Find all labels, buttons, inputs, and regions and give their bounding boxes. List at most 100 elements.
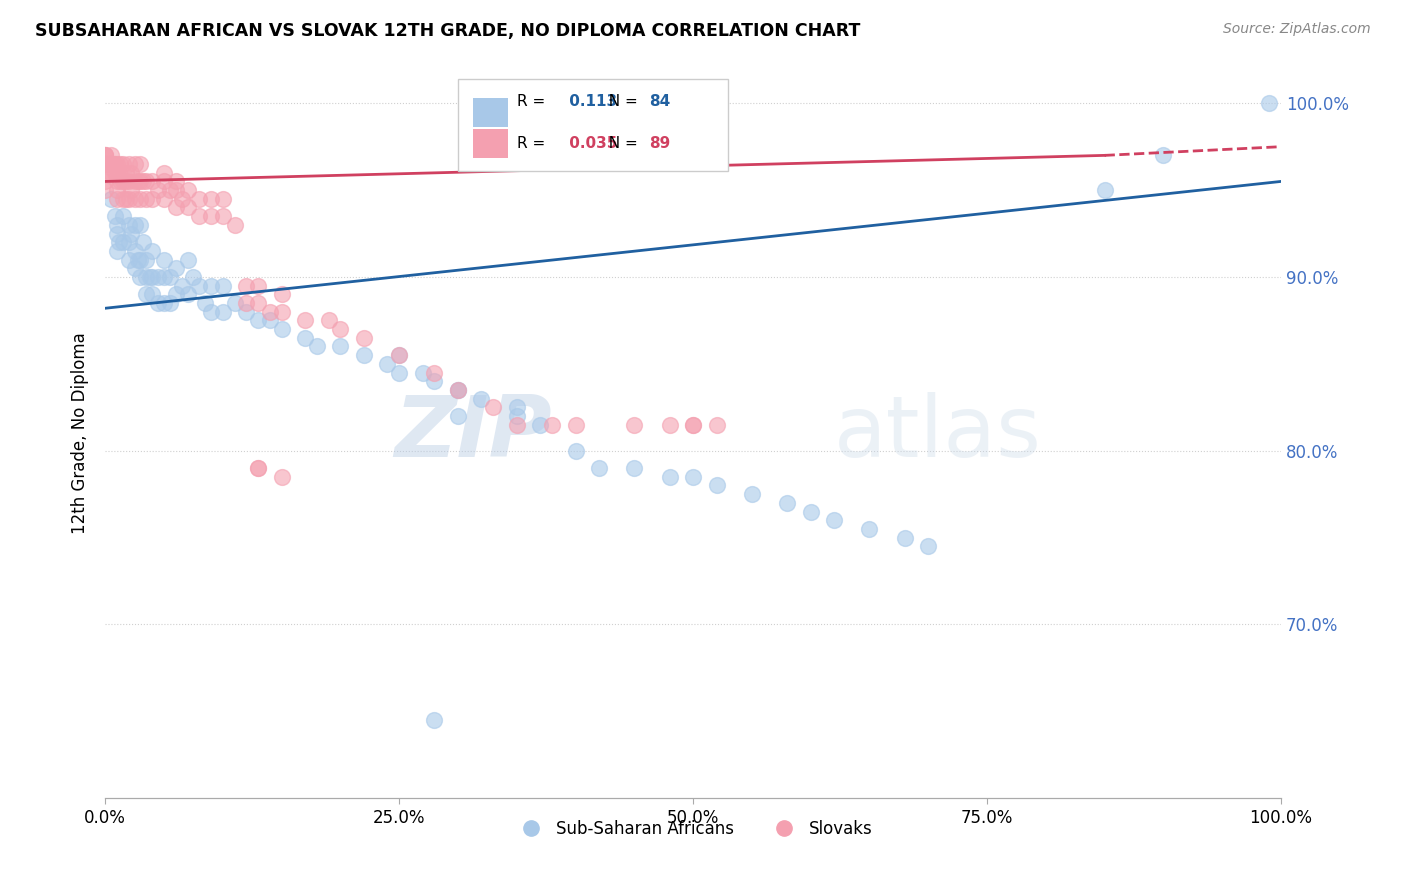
Point [118,192,141,206]
Point [529,417,551,432]
Point [270,469,292,483]
Point [377,357,399,371]
Point [658,417,681,432]
Point [132,174,155,188]
Point [94,148,117,162]
Point [682,417,704,432]
Point [176,183,198,197]
Point [105,183,128,197]
Point [235,304,257,318]
Point [124,218,146,232]
Point [423,713,446,727]
Point [541,417,564,432]
Point [388,348,411,362]
Point [682,417,704,432]
Point [165,183,187,197]
Point [104,157,127,171]
Point [153,166,176,180]
Point [94,157,117,171]
Text: Source: ZipAtlas.com: Source: ZipAtlas.com [1223,22,1371,37]
Point [1152,148,1174,162]
Point [115,192,138,206]
Point [470,392,492,406]
Point [141,270,163,285]
Point [159,296,181,310]
Point [294,331,316,345]
Point [146,270,169,285]
Bar [474,129,509,158]
Point [100,166,122,180]
Point [111,209,134,223]
Point [388,348,411,362]
Point [105,157,128,171]
Point [318,313,340,327]
Point [146,183,169,197]
Point [329,339,352,353]
Point [100,192,122,206]
Point [153,252,176,267]
Text: 0.035: 0.035 [564,136,617,151]
Point [124,261,146,276]
Point [104,209,127,223]
Point [139,270,162,285]
Point [104,166,127,180]
Point [706,417,728,432]
Point [118,252,141,267]
Point [506,409,529,423]
Point [224,296,246,310]
Point [141,192,163,206]
Point [105,192,128,206]
Point [141,174,163,188]
Point [120,227,142,241]
Point [170,278,193,293]
Point [564,417,586,432]
Point [124,174,146,188]
Point [170,192,193,206]
Point [388,366,411,380]
Point [129,157,152,171]
Point [111,235,134,250]
Point [329,322,352,336]
Y-axis label: 12th Grade, No Diploma: 12th Grade, No Diploma [72,333,89,534]
Point [235,278,257,293]
Point [506,401,529,415]
Point [188,209,211,223]
Point [105,227,128,241]
Point [141,287,163,301]
Point [159,183,181,197]
Point [124,192,146,206]
Point [188,278,211,293]
Point [706,478,728,492]
Legend: Sub-Saharan Africans, Slovaks: Sub-Saharan Africans, Slovaks [508,814,879,845]
Point [235,296,257,310]
Point [108,235,131,250]
Point [120,183,142,197]
Point [682,469,704,483]
Point [176,201,198,215]
Text: SUBSAHARAN AFRICAN VS SLOVAK 12TH GRADE, NO DIPLOMA CORRELATION CHART: SUBSAHARAN AFRICAN VS SLOVAK 12TH GRADE,… [35,22,860,40]
Point [111,157,134,171]
Point [482,401,505,415]
Point [105,244,128,258]
Point [110,174,132,188]
Point [447,383,470,397]
Point [108,166,131,180]
Point [506,417,529,432]
Point [127,252,149,267]
Point [247,461,270,475]
Point [224,218,246,232]
Point [135,192,157,206]
Point [447,383,470,397]
Text: 84: 84 [650,94,671,109]
Text: 89: 89 [650,136,671,151]
Text: ZIP: ZIP [394,392,553,475]
Point [200,209,222,223]
Point [135,287,157,301]
Point [94,148,117,162]
Point [588,461,610,475]
Point [858,522,880,536]
Point [135,174,157,188]
Point [153,270,176,285]
Point [129,192,152,206]
Point [623,461,645,475]
